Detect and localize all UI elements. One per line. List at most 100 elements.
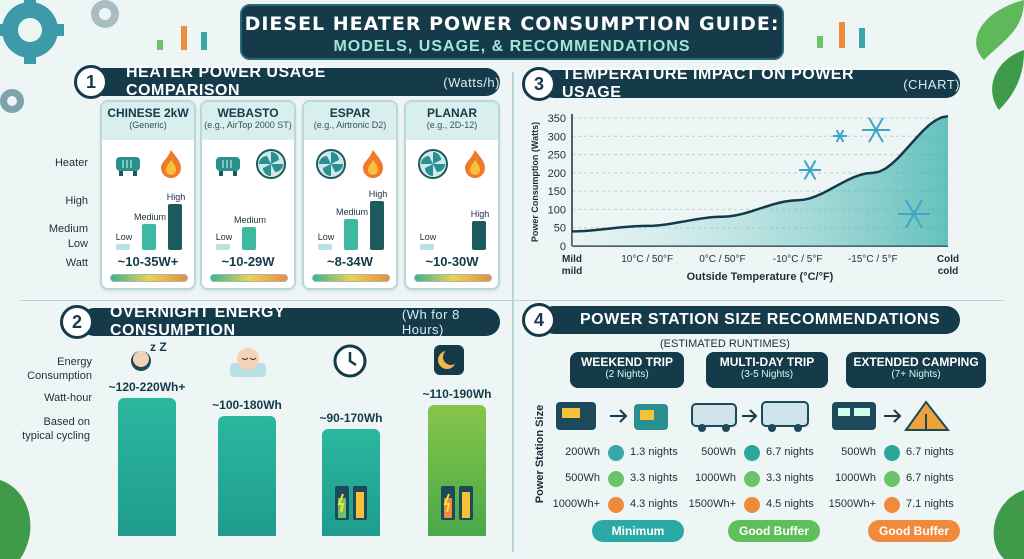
usage-gradient-bar: [414, 274, 492, 282]
title-line1: Diesel Heater Power Consumption Guide:: [244, 13, 780, 35]
heater-name: PLANAR: [427, 106, 477, 120]
power-station-size-label: Power Station Size: [534, 404, 546, 504]
row-label-high: High: [65, 195, 88, 207]
level-bar-high: [370, 200, 384, 250]
level-bar-high: [168, 204, 182, 250]
heater-model: (e.g., 2D-12): [426, 120, 478, 130]
section3-header: TEMPERATURE IMPACT ON POWER USAGE (CHART…: [540, 66, 960, 101]
station-size: 1000Wh: [695, 472, 736, 484]
bars-icon: [817, 22, 865, 48]
section2-subtitle: (Wh for 8 Hours): [401, 307, 460, 337]
overnight-bar: [428, 404, 486, 536]
trip-illustration: [556, 402, 668, 430]
level-label-medium: Medium: [133, 212, 166, 222]
flame-icon: [161, 150, 181, 178]
sleep-zz: z Z: [150, 340, 167, 354]
heater-card: WEBASTO (e.g., AirTop 2000 ST) Low Medium…: [200, 100, 296, 290]
moon-icon: [432, 343, 466, 377]
trip-illustration: [691, 401, 809, 432]
level-label-low: Low: [215, 231, 233, 242]
y-tick-label: 300: [548, 131, 566, 143]
station-size: 1000Wh: [835, 472, 876, 484]
horizontal-divider: [20, 300, 1004, 301]
flame-icon: [363, 150, 383, 178]
overnight-bar: [322, 428, 380, 536]
runtime-dot: [884, 445, 900, 461]
watt-range: ~10-29W: [221, 254, 275, 269]
trip-name: MULTI-DAY TRIP: [719, 355, 815, 369]
level-label-low: Low: [115, 231, 133, 242]
sleeping-face-icon: [228, 345, 268, 379]
battery-icon: [441, 486, 473, 520]
leaf-icon: [993, 490, 1024, 559]
leaf-icon: [0, 480, 31, 559]
section3-number: 3: [522, 67, 556, 101]
y-tick-label: 150: [548, 186, 566, 198]
trip-duration: (3-5 Nights): [740, 369, 794, 380]
level-bar-medium: [242, 226, 256, 250]
section2-title: OVERNIGHT ENERGY CONSUMPTION: [110, 304, 285, 339]
level-label-low: Low: [317, 231, 335, 242]
level-label-medium: Medium: [233, 214, 266, 225]
watt-range: ~8-34W: [327, 254, 373, 269]
gear-icon: [0, 0, 64, 64]
runtime-dot: [884, 471, 900, 487]
station-size: 1500Wh+: [828, 498, 876, 510]
section1-header: HEATER POWER USAGE COMPARISON (Watts/h): [80, 64, 500, 99]
vertical-divider: [512, 72, 514, 552]
leaf-icon: [976, 0, 1024, 110]
level-bar-low: [318, 243, 332, 250]
trip-header: EXTENDED CAMPING (7+ Nights): [846, 352, 986, 388]
station-size: 500Wh: [701, 446, 736, 458]
x-tick-label: -15°C / 5°F: [848, 254, 898, 265]
runtime-dot: [744, 497, 760, 513]
overnight-value: ~90-170Wh: [319, 410, 383, 425]
runtime-value: 7.1 nights: [906, 498, 954, 510]
station-size: 200Wh: [565, 446, 600, 458]
trip-illustration: [832, 400, 951, 431]
level-bar-medium: [142, 224, 156, 250]
trip-name: EXTENDED CAMPING: [853, 355, 979, 369]
section3-subtitle: (CHART): [903, 76, 960, 92]
heater-card: ESPAR (e.g., Airtronic D2) Low Medium High…: [302, 100, 398, 290]
runtime-value: 6.7 nights: [906, 446, 954, 458]
section1-subtitle: (Watts/h): [443, 74, 500, 90]
fan-icon: [256, 149, 286, 179]
section1-title: HEATER POWER USAGE COMPARISON: [126, 64, 326, 99]
row-label-medium: Medium: [48, 223, 88, 235]
recommendation-badge: Good Buffer: [728, 520, 820, 542]
battery-icon: [335, 486, 367, 520]
clock-icon: [332, 343, 368, 379]
row-label-low: Low: [67, 238, 88, 250]
series-line: [571, 114, 949, 233]
watt-range: ~10-30W: [425, 254, 479, 269]
level-bar-low: [420, 243, 434, 250]
trip-header: MULTI-DAY TRIP (3-5 Nights): [706, 352, 828, 388]
snowflake-icon: [898, 199, 930, 229]
x-tick-label: Cold cold: [937, 254, 959, 277]
heater-model: (e.g., AirTop 2000 ST): [204, 120, 292, 130]
recommendation-badge: Good Buffer: [868, 520, 960, 542]
fan-icon: [418, 149, 448, 179]
fan-icon: [316, 149, 346, 179]
section4-header: POWER STATION SIZE RECOMMENDATIONS: [540, 306, 960, 334]
area-fill: [572, 116, 948, 246]
row-label-watt: Watt: [65, 257, 88, 269]
x-tick-label: 0°C / 50°F: [699, 254, 745, 265]
cycling-note: Based on typical cycling: [22, 416, 90, 442]
temperature-chart: 0 50 100 150 200 250 300 350 Mild mild 10°C / 50°F…: [530, 113, 959, 283]
flame-icon: [465, 150, 485, 178]
snowflake-icon: [862, 117, 890, 143]
heater-card: PLANAR (e.g., 2D-12) Low High ~10-30W: [404, 100, 500, 290]
level-bar-low: [216, 243, 230, 250]
trip-header: WEEKEND TRIP (2 Nights): [570, 352, 684, 388]
energy-consumption-label: Energy Consumption: [27, 356, 92, 382]
y-axis-label: Power Consumption (Watts): [530, 122, 540, 242]
runtime-value: 4.3 nights: [630, 498, 678, 510]
overnight-value: ~120-220Wh+: [108, 380, 186, 395]
watt-range: ~10-35W+: [117, 254, 179, 269]
runtime-value: 6.7 nights: [906, 472, 954, 484]
usage-gradient-bar: [210, 274, 288, 282]
power-level-bars: Low Medium High: [110, 192, 190, 250]
snowflake-icon: [833, 129, 847, 143]
